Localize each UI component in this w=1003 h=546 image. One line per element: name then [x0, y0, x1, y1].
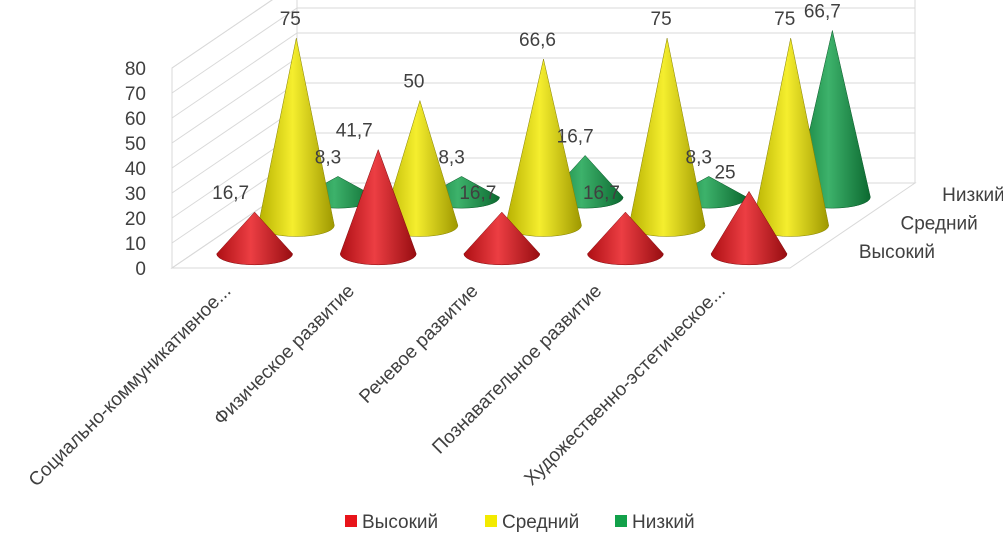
- cone-Высокий: [216, 211, 293, 266]
- data-label: 75: [774, 9, 795, 30]
- legend: Высокий Средний Низкий: [345, 512, 695, 533]
- y-tick-label: 50: [125, 134, 146, 155]
- data-label: 66,6: [519, 30, 556, 51]
- data-label: 66,7: [804, 1, 841, 22]
- legend-swatch: [345, 515, 357, 527]
- cone-Высокий: [587, 211, 664, 266]
- cones: [216, 30, 871, 266]
- data-label: 8,3: [438, 147, 464, 168]
- data-label: 16,7: [557, 126, 594, 147]
- data-label: 25: [714, 162, 735, 183]
- data-label: 50: [403, 72, 424, 93]
- series-axis-labels: Высокий Средний Низкий: [859, 185, 1003, 263]
- data-label: 75: [651, 9, 672, 30]
- series-axis-label: Средний: [901, 214, 978, 235]
- y-tick-label: 70: [125, 84, 146, 105]
- y-axis-ticks: 0 10 20 30 40 50 60 70 80: [125, 59, 146, 280]
- data-label: 41,7: [336, 121, 373, 142]
- y-tick-label: 20: [125, 209, 146, 230]
- x-tick-label: Физическое развитие: [210, 281, 359, 430]
- legend-swatch: [615, 515, 627, 527]
- y-tick-label: 30: [125, 184, 146, 205]
- data-label: 8,3: [686, 147, 712, 168]
- series-axis-label: Низкий: [942, 185, 1003, 206]
- cone-Высокий: [710, 190, 788, 266]
- x-axis-labels: Социально-коммуникативное...Физическое р…: [25, 281, 730, 491]
- data-label: 16,7: [212, 183, 249, 204]
- legend-label: Высокий: [362, 512, 438, 533]
- gridline: [171, 32, 915, 119]
- legend-label: Низкий: [632, 512, 695, 533]
- cone-Высокий: [463, 211, 541, 266]
- y-tick-label: 60: [125, 109, 146, 130]
- x-tick-label: Художественно-эстетическое...: [521, 281, 730, 490]
- gridline: [171, 7, 915, 94]
- x-tick-label: Речевое развитие: [355, 281, 482, 408]
- data-labels: 8,3 8,3 16,7 8,3 66,7 75 50 66,6 75 75 16,7 41,7 16,…: [212, 1, 841, 204]
- data-label: 16,7: [459, 183, 496, 204]
- cone-Высокий: [339, 148, 417, 266]
- data-label: 16,7: [583, 183, 620, 204]
- y-tick-label: 80: [125, 59, 146, 80]
- series-axis-label: Высокий: [859, 242, 935, 263]
- y-tick-label: 40: [125, 159, 146, 180]
- legend-swatch: [485, 515, 497, 527]
- gridline: [171, 0, 273, 69]
- data-label: 8,3: [315, 147, 341, 168]
- data-label: 75: [280, 9, 301, 30]
- x-tick-label: Социально-коммуникативное...: [25, 281, 235, 491]
- y-tick-label: 10: [125, 234, 146, 255]
- y-tick-label: 0: [135, 259, 146, 280]
- legend-label: Средний: [502, 512, 579, 533]
